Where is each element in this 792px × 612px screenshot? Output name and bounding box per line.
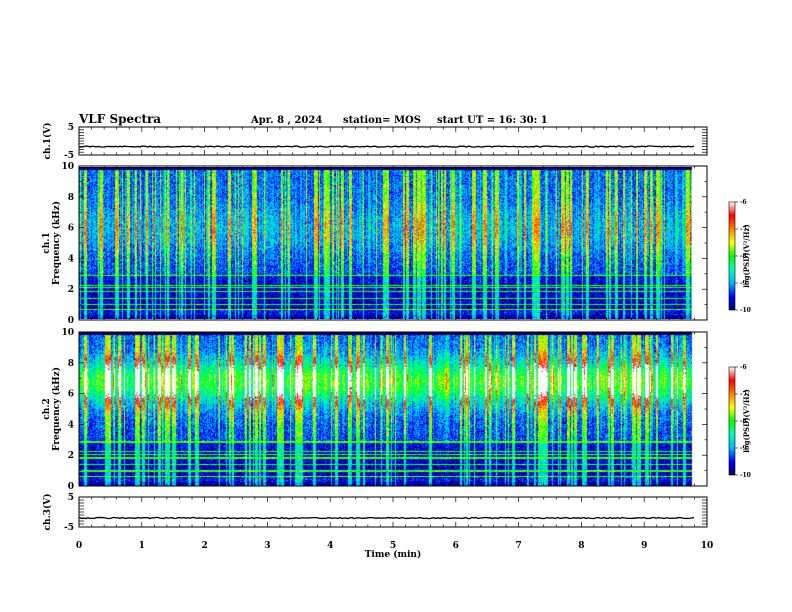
waveform-trace xyxy=(79,516,695,520)
x-tick-label: 0 xyxy=(76,541,82,551)
x-tick-label: 5 xyxy=(390,541,396,551)
colorbar-tick-label: -10 xyxy=(740,307,751,314)
station-label: station= MOS xyxy=(343,115,421,126)
x-tick-label: 3 xyxy=(264,541,270,551)
x-tick-label: 2 xyxy=(201,541,207,551)
colorbar-tick-label: -6 xyxy=(740,364,747,371)
ch1-waveform-ylabel: ch.1(V) xyxy=(42,123,53,160)
x-tick-label: 10 xyxy=(701,541,714,551)
y-tick-label: 5 xyxy=(68,493,74,503)
colorbar-ch1 xyxy=(728,201,736,311)
colorbar-tick-label: -10 xyxy=(740,472,751,479)
colorbar-tick-label: -8 xyxy=(740,253,747,260)
y-tick-label: 10 xyxy=(61,162,74,172)
y-tick-label: 2 xyxy=(68,451,74,461)
date-label: Apr. 8 , 2024 xyxy=(250,115,322,126)
y-tick-label: 10 xyxy=(61,328,74,338)
colorbar-tick-label: -9 xyxy=(740,280,747,287)
y-tick-label: 0 xyxy=(68,316,74,326)
x-tick-label: 4 xyxy=(327,541,333,551)
y-tick-label: 0 xyxy=(68,482,74,492)
colorbar-tick-label: -7 xyxy=(740,391,747,398)
colorbar-ch2-label: log(PSD)(V²/Hz) xyxy=(742,389,751,453)
x-tick-label: 6 xyxy=(453,541,459,551)
colorbar-tick-label: -9 xyxy=(740,445,747,452)
y-tick-label: 8 xyxy=(68,359,74,369)
colorbar-tick-label: -7 xyxy=(740,226,747,233)
ch2-spectrogram-ylabel-top: ch.2 xyxy=(42,398,52,419)
y-tick-label: 6 xyxy=(68,224,74,234)
ch1-spectrogram-image xyxy=(79,167,693,319)
waveform-trace xyxy=(79,145,695,148)
x-axis-label: Time (min) xyxy=(365,549,422,560)
y-tick-label: -5 xyxy=(64,523,74,533)
x-tick-label: 9 xyxy=(641,541,647,551)
figure-title: VLF Spectra xyxy=(78,112,161,126)
colorbar-tick-label: -6 xyxy=(740,199,747,206)
y-tick-label: 2 xyxy=(68,285,74,295)
ch2-spectrogram-ylabel-bottom: Frequency (kHz) xyxy=(51,367,62,451)
ch2-spectrogram-image xyxy=(79,332,693,486)
y-tick-label: 8 xyxy=(68,193,74,203)
x-tick-label: 7 xyxy=(515,541,521,551)
ch1-spectrogram-ylabel-top: ch.1 xyxy=(42,232,52,253)
y-tick-label: 5 xyxy=(68,123,74,133)
y-tick-label: 4 xyxy=(68,254,74,264)
y-tick-label: -5 xyxy=(64,151,74,161)
y-tick-label: 6 xyxy=(68,390,74,400)
colorbar-ch1-label: log(PSD)(V²/Hz) xyxy=(742,224,751,288)
x-tick-label: 1 xyxy=(139,541,145,551)
start-time-label: start UT = 16: 30: 1 xyxy=(437,115,548,126)
y-tick-label: 4 xyxy=(68,420,74,430)
colorbar-ch2 xyxy=(728,366,736,476)
ch3-waveform-ylabel: ch.3(V) xyxy=(42,494,53,531)
colorbar-tick-label: -8 xyxy=(740,418,747,425)
x-tick-label: 8 xyxy=(578,541,584,551)
ch1-spectrogram-ylabel-bottom: Frequency (kHz) xyxy=(51,201,62,285)
